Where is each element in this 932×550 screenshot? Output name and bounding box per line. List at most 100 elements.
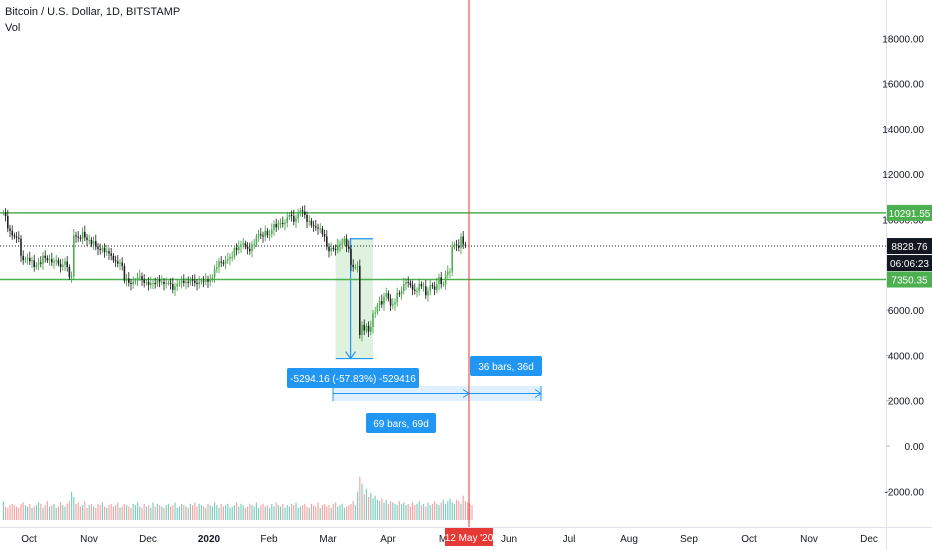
- volume-bar: [363, 494, 365, 520]
- range-arrow-icon: [534, 389, 542, 398]
- volume-bar: [460, 503, 462, 520]
- volume-bar: [156, 503, 158, 520]
- volume-bar: [403, 502, 405, 520]
- candle-body: [447, 271, 449, 275]
- candle-body: [332, 247, 335, 249]
- volume-bar: [31, 507, 33, 520]
- candle-body: [117, 261, 119, 264]
- candle-body: [343, 238, 346, 244]
- y-tick-label: 10000.00: [882, 216, 924, 227]
- level-label-lower: 7350.35: [891, 276, 928, 287]
- candle-body: [372, 313, 374, 328]
- volume-bar: [398, 501, 400, 520]
- candle-body: [59, 263, 62, 268]
- volume-bar: [420, 505, 422, 520]
- candle-body: [73, 235, 75, 277]
- candle-body: [394, 302, 396, 305]
- volume-bar: [75, 503, 77, 520]
- volume-bar: [128, 506, 130, 520]
- volume-bar: [189, 503, 191, 520]
- volume-bar: [137, 502, 139, 520]
- candle-body: [378, 301, 381, 306]
- candle-body: [70, 276, 73, 278]
- candle-body: [227, 259, 229, 261]
- candle-body: [350, 248, 352, 265]
- candle-body: [103, 247, 106, 253]
- volume-bar: [150, 507, 152, 520]
- candle-body: [315, 226, 317, 228]
- volume-bar: [348, 505, 350, 520]
- candle-body: [249, 248, 251, 252]
- volume-bar: [350, 503, 352, 520]
- volume-bar: [374, 495, 376, 520]
- candle-body: [183, 280, 185, 283]
- candle-body: [301, 210, 304, 212]
- volume-bar: [44, 505, 46, 520]
- candle-body: [7, 216, 9, 229]
- x-tick-label: Dec: [860, 534, 878, 545]
- candle-body: [323, 234, 326, 237]
- candle-body: [95, 241, 97, 247]
- candle-body: [328, 246, 330, 252]
- candle-body: [128, 278, 130, 283]
- candle-body: [238, 246, 240, 251]
- volume-bar: [143, 503, 145, 520]
- candle-body: [134, 280, 137, 282]
- candle-body: [339, 244, 341, 246]
- candle-body: [90, 239, 93, 245]
- volume-bar: [262, 503, 264, 520]
- candle-body: [376, 305, 379, 313]
- x-tick-label: 2020: [198, 534, 221, 545]
- candle-body: [48, 259, 51, 261]
- volume-bar: [222, 506, 224, 520]
- candle-body: [136, 277, 139, 281]
- volume-bar: [174, 502, 176, 520]
- candle-body: [321, 228, 324, 235]
- volume-bar: [60, 502, 62, 520]
- volume-bar: [229, 507, 231, 520]
- candle-body: [253, 244, 255, 246]
- volume-bar: [352, 501, 354, 520]
- volume-bar: [368, 497, 370, 520]
- candle-body: [293, 216, 295, 222]
- volume-bar: [453, 503, 455, 520]
- candle-body: [152, 282, 154, 284]
- candle-body: [385, 293, 387, 297]
- candle-body: [101, 247, 104, 251]
- candle-body: [62, 264, 64, 268]
- x-tick-label: Jul: [563, 534, 576, 545]
- y-tick-label: 4000.00: [888, 351, 925, 362]
- candle-body: [119, 262, 121, 264]
- candle-body: [125, 278, 128, 281]
- candle-body: [334, 248, 337, 251]
- volume-bar: [297, 507, 299, 520]
- volume-bar: [416, 503, 418, 520]
- candle-body: [433, 286, 436, 290]
- volume-bar: [187, 507, 189, 520]
- candle-body: [462, 236, 464, 245]
- candle-body: [381, 301, 383, 305]
- volume-bar: [238, 506, 240, 520]
- candle-body: [110, 253, 112, 256]
- candle-body: [383, 296, 385, 305]
- y-tick-label: 2000.00: [888, 397, 925, 408]
- candle-body: [9, 228, 11, 231]
- candle-body: [387, 293, 390, 299]
- candle-body: [209, 279, 211, 282]
- volume-bar: [20, 503, 22, 520]
- candle-body: [81, 231, 84, 239]
- volume-bar: [247, 506, 249, 520]
- candle-body: [114, 260, 117, 262]
- candle-body: [295, 218, 297, 222]
- volume-bar: [431, 503, 433, 520]
- measure-price-label-bg: [287, 368, 419, 388]
- candle-body: [453, 244, 456, 247]
- volume-bar: [93, 506, 95, 520]
- volume-indicator-label[interactable]: Vol: [5, 22, 21, 34]
- volume-bar: [73, 497, 75, 520]
- candle-body: [290, 214, 293, 217]
- volume-bar: [9, 505, 11, 520]
- candle-body: [198, 281, 200, 285]
